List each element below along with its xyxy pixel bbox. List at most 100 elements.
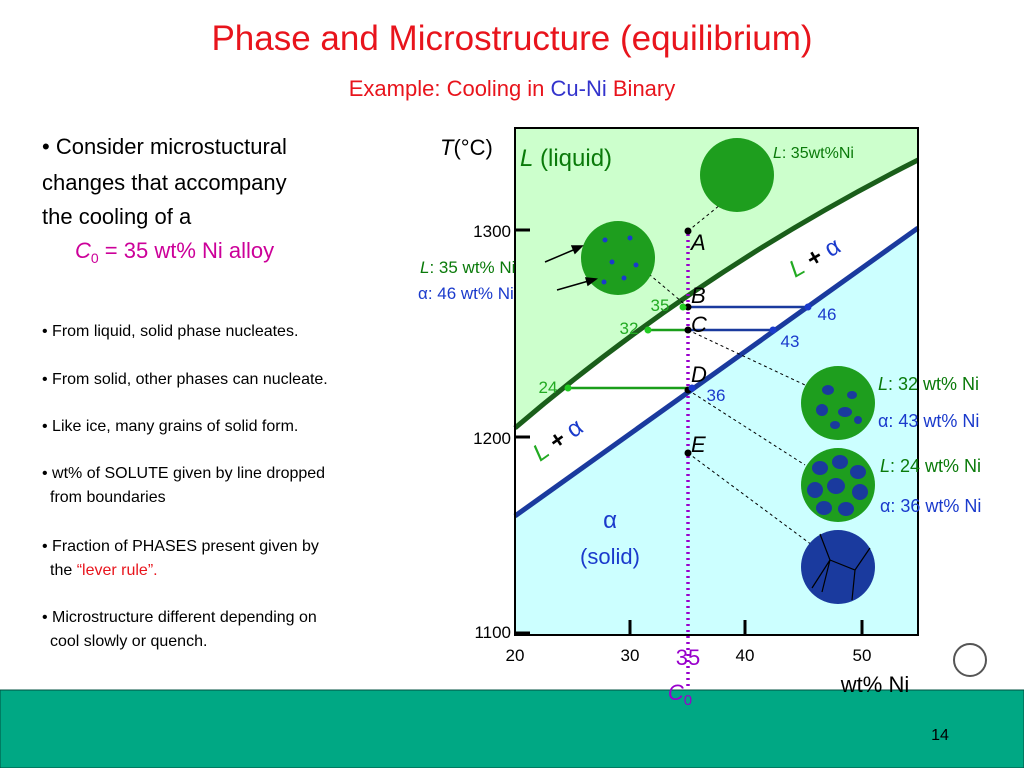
title: Phase and Microstructure (equilibrium) <box>211 19 812 58</box>
annotation-symbol: L <box>773 145 782 162</box>
footer-band <box>0 689 1024 768</box>
liquid-comp: 35 <box>651 296 670 315</box>
liquid-comp: 32 <box>620 319 639 338</box>
annotation: L: 32 wt% Ni <box>878 374 979 394</box>
subtitle-tail: Binary <box>607 76 675 101</box>
region-liquid: L (liquid) <box>520 145 612 172</box>
annotation-text: : 24 wt% Ni <box>890 456 981 476</box>
annotation-text: : 46 wt% Ni <box>428 284 514 303</box>
y-tick-label: 1100 <box>474 623 511 642</box>
annotation: α: 43 wt% Ni <box>878 411 979 431</box>
plot-frame <box>514 127 919 636</box>
annotation: α: 36 wt% Ni <box>880 496 981 516</box>
liquid-region <box>515 128 918 428</box>
annotation-symbol: L <box>878 374 888 394</box>
annotation-text: : 32 wt% Ni <box>888 374 979 394</box>
state-point: B <box>691 283 706 308</box>
bullet-line: from boundaries <box>50 489 166 506</box>
connector <box>687 452 813 546</box>
state-point: D <box>691 362 707 387</box>
bullet-text: • From solid, other phases can nucleate. <box>42 371 328 388</box>
bullet-highlight: “lever rule”. <box>77 562 158 579</box>
micro-circle <box>581 221 655 295</box>
annotation-text: : 36 wt% Ni <box>890 496 981 516</box>
micro-d <box>801 448 875 522</box>
micro-c <box>801 366 875 440</box>
annotation-symbol: L <box>420 258 429 277</box>
solid-comp: 46 <box>818 305 837 324</box>
micro-circle <box>801 530 875 604</box>
bullet-text: • Fraction of PHASES present given by <box>42 538 319 555</box>
intro-line: changes that accompany <box>42 170 287 195</box>
solid-comp: 43 <box>781 332 800 351</box>
annotation: L: 35wt%Ni <box>773 145 854 162</box>
arrow <box>556 279 593 291</box>
annotation-symbol: α <box>418 284 428 303</box>
connectors <box>649 204 813 546</box>
dot <box>564 384 572 392</box>
bullet-text: • wt% of SOLUTE given by line dropped <box>42 465 325 482</box>
alloy-line: C0 = 35 wt% Ni alloy <box>75 238 274 266</box>
annotation-symbol: L <box>880 456 890 476</box>
bullet-text: • Microstructure different depending on <box>42 609 317 626</box>
bullet-text: the <box>50 562 77 579</box>
page-number: 14 <box>931 727 949 744</box>
connector <box>649 274 689 308</box>
solidus <box>513 225 920 519</box>
connector <box>687 389 806 466</box>
bullet-line: • wt% of SOLUTE given by line dropped <box>42 465 325 482</box>
x-tick-label: 40 <box>736 646 755 665</box>
bullet-text: • Like ice, many grains of solid form. <box>42 418 298 435</box>
state-point: A <box>689 230 706 255</box>
bullet-line: • From solid, other phases can nucleate. <box>42 371 328 388</box>
bullet-line: the “lever rule”. <box>50 562 158 579</box>
region-solid-alpha: α <box>603 507 617 534</box>
alloy-subscript: 0 <box>91 250 99 266</box>
region-symbol: L <box>520 145 533 172</box>
bullet-text: • From liquid, solid phase nucleates. <box>42 323 298 340</box>
bullet-line: cool slowly or quench. <box>50 633 207 650</box>
bullet-line: • Like ice, many grains of solid form. <box>42 418 298 435</box>
dot <box>804 303 812 311</box>
dot <box>688 384 696 392</box>
region-text: (liquid) <box>533 145 612 172</box>
intro-line: the cooling of a <box>42 204 192 229</box>
annotation-symbol: α <box>878 411 888 431</box>
axis-symbol: T <box>440 135 455 160</box>
dot <box>679 303 687 311</box>
annotation-text: : 43 wt% Ni <box>888 411 979 431</box>
micro-e <box>801 530 875 604</box>
dot <box>769 326 777 334</box>
solid-comp: 36 <box>707 386 726 405</box>
bullet-text: cool slowly or quench. <box>50 633 207 650</box>
intro-line: • Consider microstuctural <box>42 134 287 159</box>
annotation-text: : 35wt%Ni <box>782 145 854 162</box>
annotation: L: 24 wt% Ni <box>880 456 981 476</box>
liquid-comp: 24 <box>539 378 558 397</box>
micro-liquid <box>700 138 774 212</box>
y-tick-label: 1200 <box>473 429 511 448</box>
connector <box>687 204 721 232</box>
x-tick-label: 30 <box>621 646 640 665</box>
alloy-text: = 35 wt% Ni alloy <box>99 238 274 263</box>
logo <box>953 643 987 677</box>
marker-subscript: 0 <box>684 692 692 709</box>
alloy-symbol: C <box>75 238 91 263</box>
ticks <box>515 228 864 635</box>
annotation-text: : 35 wt% Ni <box>429 258 515 277</box>
bullet-text: from boundaries <box>50 489 166 506</box>
state-point: C <box>691 312 707 337</box>
annotation: L: 35 wt% Ni <box>420 258 515 277</box>
marker-symbol: C <box>668 680 684 705</box>
micro-b <box>581 221 655 295</box>
x-axis-label: wt% Ni <box>840 672 909 697</box>
comp-dots <box>564 303 812 392</box>
arrows <box>544 245 598 291</box>
micro-circle <box>801 366 875 440</box>
annotation: α: 46 wt% Ni <box>418 284 514 303</box>
state-point: E <box>691 432 706 457</box>
solid-region <box>515 228 918 635</box>
alloy-marker: C0 <box>668 680 692 709</box>
